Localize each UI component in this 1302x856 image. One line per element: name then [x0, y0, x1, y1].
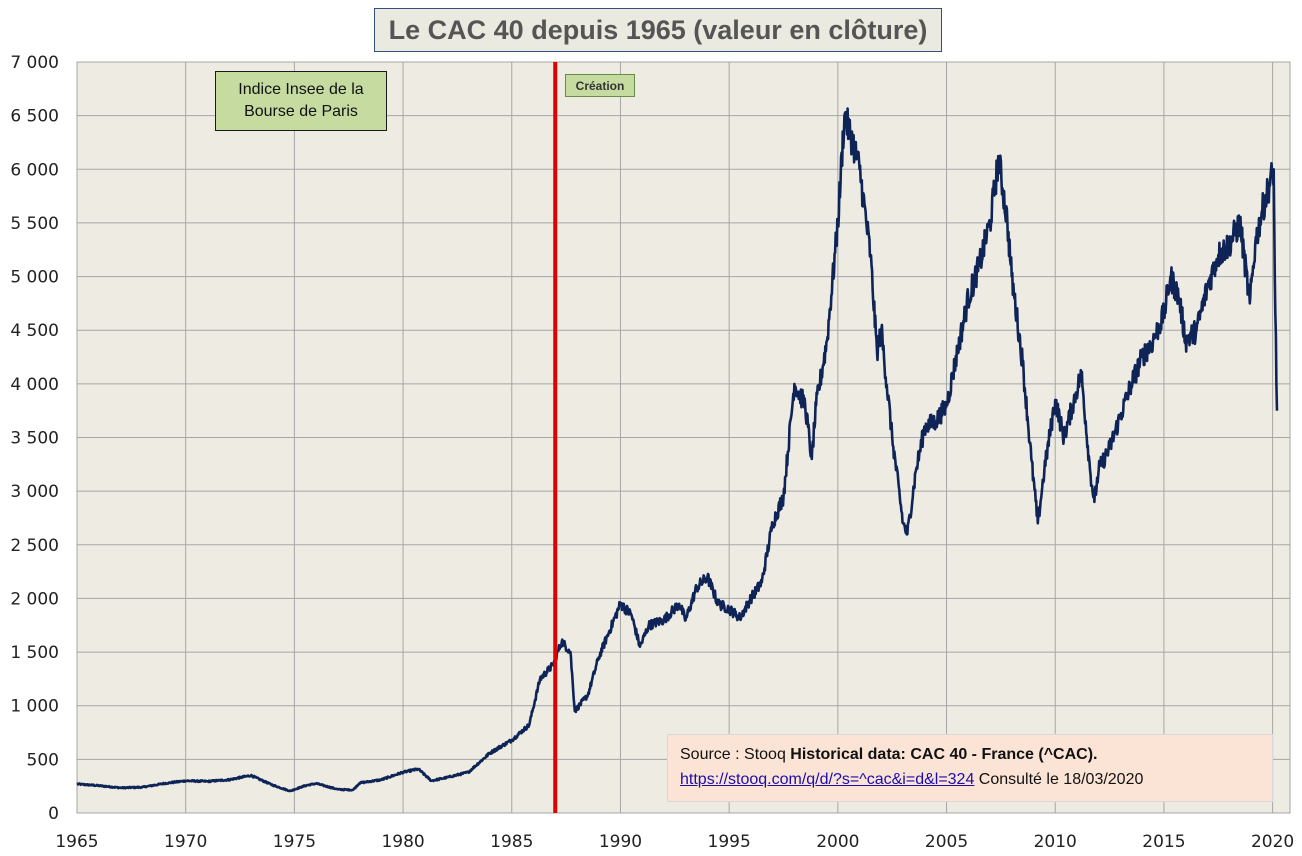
y-tick-label: 6 000	[10, 160, 59, 180]
chart-title-box: Le CAC 40 depuis 1965 (valeur en clôture…	[374, 8, 942, 52]
source-link[interactable]: https://stooq.com/q/d/?s=^cac&i=d&l=324	[680, 771, 975, 788]
y-tick-label: 4 500	[10, 321, 59, 341]
y-tick-label: 2 000	[10, 589, 59, 609]
x-tick-label: 1995	[708, 832, 751, 852]
y-tick-label: 3 000	[10, 482, 59, 502]
x-tick-label: 2010	[1034, 832, 1077, 852]
x-tick-label: 2000	[816, 832, 859, 852]
source-title: Historical data: CAC 40 - France (^CAC).	[790, 746, 1098, 763]
y-tick-label: 500	[27, 750, 59, 770]
y-tick-label: 5 500	[10, 214, 59, 234]
source-suffix: Consulté le 18/03/2020	[974, 771, 1144, 788]
source-prefix: Source : Stooq	[680, 746, 791, 763]
x-tick-label: 1980	[381, 832, 424, 852]
y-tick-label: 3 500	[10, 429, 59, 449]
source-note: Source : Stooq Historical data: CAC 40 -…	[667, 734, 1273, 802]
chart-title: Le CAC 40 depuis 1965 (valeur en clôture…	[388, 14, 928, 45]
x-tick-label: 1965	[55, 832, 98, 852]
y-tick-label: 7 000	[10, 53, 59, 73]
creation-annotation: Création	[565, 74, 635, 97]
y-tick-label: 4 000	[10, 375, 59, 395]
y-tick-label: 0	[48, 804, 59, 824]
x-tick-label: 1985	[490, 832, 533, 852]
y-tick-label: 2 500	[10, 536, 59, 556]
x-tick-label: 2015	[1142, 832, 1185, 852]
x-tick-label: 2005	[925, 832, 968, 852]
x-tick-label: 1975	[273, 832, 316, 852]
x-tick-label: 1970	[164, 832, 207, 852]
y-tick-label: 6 500	[10, 107, 59, 127]
y-axis-labels: 0 500 1 000 1 500 2 000 2 500 3 000 3 500 4 000 4…	[10, 53, 59, 824]
insee-annotation-text: Indice Insee de la Bourse de Paris	[238, 81, 364, 120]
cac40-series-line	[76, 107, 1279, 793]
creation-annotation-text: Création	[575, 78, 625, 93]
y-tick-label: 1 500	[10, 643, 59, 663]
y-tick-label: 1 000	[10, 697, 59, 717]
x-tick-label: 1990	[599, 832, 642, 852]
x-tick-label: 2020	[1251, 832, 1294, 852]
x-axis-labels: 1965 1970 1975 1980 1985 1990 1995 2000 2005 2010…	[55, 832, 1294, 852]
insee-annotation: Indice Insee de la Bourse de Paris	[215, 71, 387, 131]
y-tick-label: 5 000	[10, 268, 59, 288]
